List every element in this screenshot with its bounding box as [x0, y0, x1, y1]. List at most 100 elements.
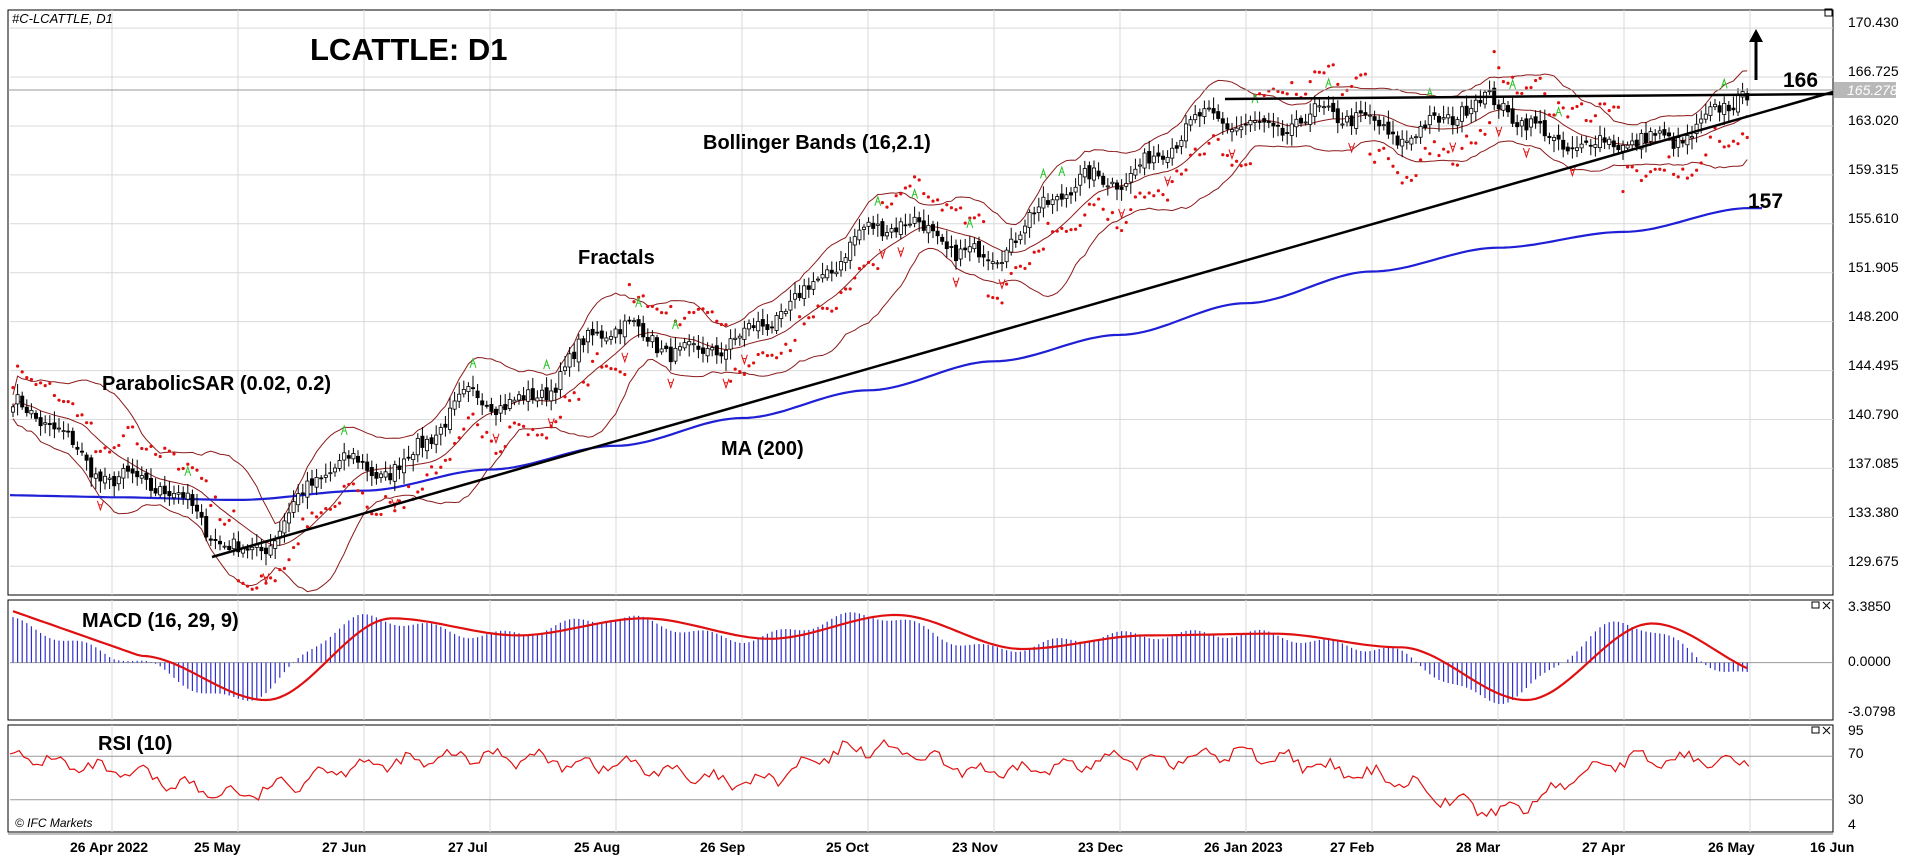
panel-controls	[1811, 8, 1833, 735]
candle-body	[443, 423, 448, 428]
macd-restore-icon[interactable]	[1811, 601, 1820, 609]
candle-body	[365, 461, 370, 471]
fractal-down	[1568, 166, 1576, 178]
sar-dot	[1037, 249, 1041, 253]
candle-body	[1027, 211, 1032, 229]
candle-body	[668, 346, 673, 363]
fractal-up	[1058, 165, 1066, 177]
sar-dot	[991, 295, 995, 300]
candle-body	[986, 259, 991, 262]
candle-body	[1418, 125, 1423, 138]
fractal-down	[492, 433, 500, 445]
candle-body	[898, 221, 903, 235]
candle-body	[1547, 135, 1552, 139]
sar-dot	[292, 545, 296, 550]
sar-dot	[1547, 113, 1551, 117]
candle-body	[1013, 240, 1018, 243]
candle-body	[632, 320, 637, 323]
sar-dot	[1488, 121, 1492, 125]
rsi-label: RSI (10)	[98, 733, 172, 755]
sar-dot	[1276, 89, 1280, 94]
candle-body	[1142, 152, 1147, 169]
candle-body	[89, 457, 94, 478]
candle-body	[687, 341, 692, 346]
candle-body	[705, 348, 710, 357]
sar-dot	[425, 473, 429, 477]
candle-body	[1345, 115, 1350, 123]
sar-dot	[600, 365, 604, 369]
sar-dot	[443, 458, 447, 462]
sar-dot	[821, 306, 825, 310]
sar-dot	[913, 175, 917, 179]
candle-body	[567, 353, 572, 368]
candle-body	[305, 480, 310, 498]
candle-body	[728, 338, 733, 350]
sar-dot	[1317, 70, 1321, 74]
candle-body	[43, 422, 48, 425]
sar-dot	[1115, 226, 1119, 230]
rsi-close-icon[interactable]	[1822, 726, 1831, 735]
candle-body	[981, 254, 986, 258]
candle-body	[20, 395, 25, 408]
candle-body	[1188, 119, 1193, 126]
macd-close-icon[interactable]	[1822, 601, 1831, 610]
candle-body	[535, 397, 540, 402]
rsi-path	[9, 738, 1750, 818]
candle-body	[153, 488, 158, 494]
sar-dot	[572, 391, 576, 395]
sar-dot	[1138, 191, 1142, 195]
candle-body	[1050, 199, 1055, 206]
sar-dot	[1290, 81, 1294, 85]
sar-dot	[1064, 229, 1068, 233]
candle-body	[1018, 234, 1023, 241]
sar-dot	[512, 421, 517, 425]
sar-dot	[765, 354, 770, 358]
fractal-down	[96, 500, 104, 512]
sar-dot	[940, 208, 944, 212]
candle-body	[185, 492, 190, 500]
sar-dot	[894, 194, 898, 198]
candle-body	[1722, 103, 1727, 115]
sar-dot	[696, 307, 701, 311]
sar-dot	[540, 433, 544, 437]
parabolic-sar-dots	[11, 49, 1749, 591]
sar-dot	[917, 178, 921, 182]
sar-dot	[476, 423, 480, 427]
date-tick: 25 May	[194, 839, 241, 855]
sar-dot	[190, 466, 194, 470]
rsi-restore-icon[interactable]	[1811, 726, 1820, 734]
sar-dot	[154, 452, 158, 457]
candle-body	[595, 331, 600, 334]
sar-dot	[1041, 247, 1045, 251]
candle-body	[1496, 104, 1501, 110]
candle-body	[1110, 181, 1115, 185]
candle-body	[392, 464, 397, 482]
sar-dot	[811, 315, 816, 319]
candle-body	[24, 406, 29, 414]
sar-dot	[581, 380, 586, 384]
sar-dot	[1474, 141, 1478, 145]
sar-dot	[1515, 91, 1519, 95]
sar-dot	[1230, 163, 1234, 167]
sar-dot	[885, 205, 889, 209]
candle-body	[112, 475, 117, 487]
maximize-icon[interactable]	[1824, 8, 1833, 17]
sar-dot	[1469, 141, 1473, 145]
date-tick: 26 Jan 2023	[1204, 839, 1283, 855]
sar-dot	[342, 484, 346, 488]
candle-body	[103, 475, 108, 484]
candle-body	[1510, 108, 1515, 124]
sar-dot	[761, 351, 765, 355]
candle-body	[1308, 113, 1313, 125]
sar-dot	[627, 282, 632, 287]
sar-dot	[324, 507, 328, 511]
date-tick: 27 Jul	[448, 839, 488, 855]
sar-dot	[98, 449, 102, 453]
candle-body	[875, 223, 880, 226]
candle-body	[572, 351, 577, 360]
candle-body	[1561, 139, 1566, 150]
sar-dot	[1373, 160, 1377, 164]
candle-body	[926, 224, 931, 234]
candle-body	[1262, 118, 1267, 123]
candle-body	[682, 342, 687, 349]
